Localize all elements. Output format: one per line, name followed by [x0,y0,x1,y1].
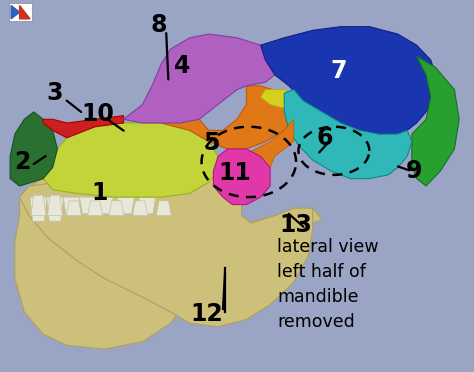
Polygon shape [109,201,124,216]
Text: 12: 12 [190,302,223,326]
Polygon shape [261,27,436,134]
Text: 3: 3 [47,81,64,105]
Polygon shape [11,6,19,19]
Polygon shape [133,201,148,216]
Polygon shape [10,112,57,186]
Text: 11: 11 [218,161,251,185]
Text: 4: 4 [174,54,191,77]
Polygon shape [284,90,412,179]
Polygon shape [30,197,47,221]
Polygon shape [9,3,32,21]
Polygon shape [412,56,459,186]
Text: lateral view
left half of
mandible
removed: lateral view left half of mandible remov… [277,238,379,331]
Polygon shape [63,197,80,214]
Text: 7: 7 [330,59,347,83]
Polygon shape [19,6,30,19]
Polygon shape [19,164,313,327]
Polygon shape [124,34,275,123]
Polygon shape [232,119,294,179]
Text: 1: 1 [92,182,108,205]
Polygon shape [96,197,113,214]
Polygon shape [31,195,46,216]
Polygon shape [43,123,218,197]
Text: 13: 13 [280,213,312,237]
Text: 9: 9 [406,159,422,183]
Text: 6: 6 [316,126,333,150]
Polygon shape [261,90,294,108]
Polygon shape [88,201,103,216]
Polygon shape [43,116,124,138]
Polygon shape [66,201,82,216]
Polygon shape [46,197,64,221]
Polygon shape [80,197,97,214]
Text: 8: 8 [151,13,167,37]
Text: 5: 5 [203,131,219,155]
Polygon shape [161,86,294,149]
Polygon shape [118,197,135,214]
Polygon shape [139,197,156,214]
Polygon shape [213,149,270,205]
Text: 2: 2 [14,150,30,174]
Polygon shape [156,201,171,216]
Text: 10: 10 [81,102,114,126]
Polygon shape [47,195,63,216]
Polygon shape [15,164,322,349]
